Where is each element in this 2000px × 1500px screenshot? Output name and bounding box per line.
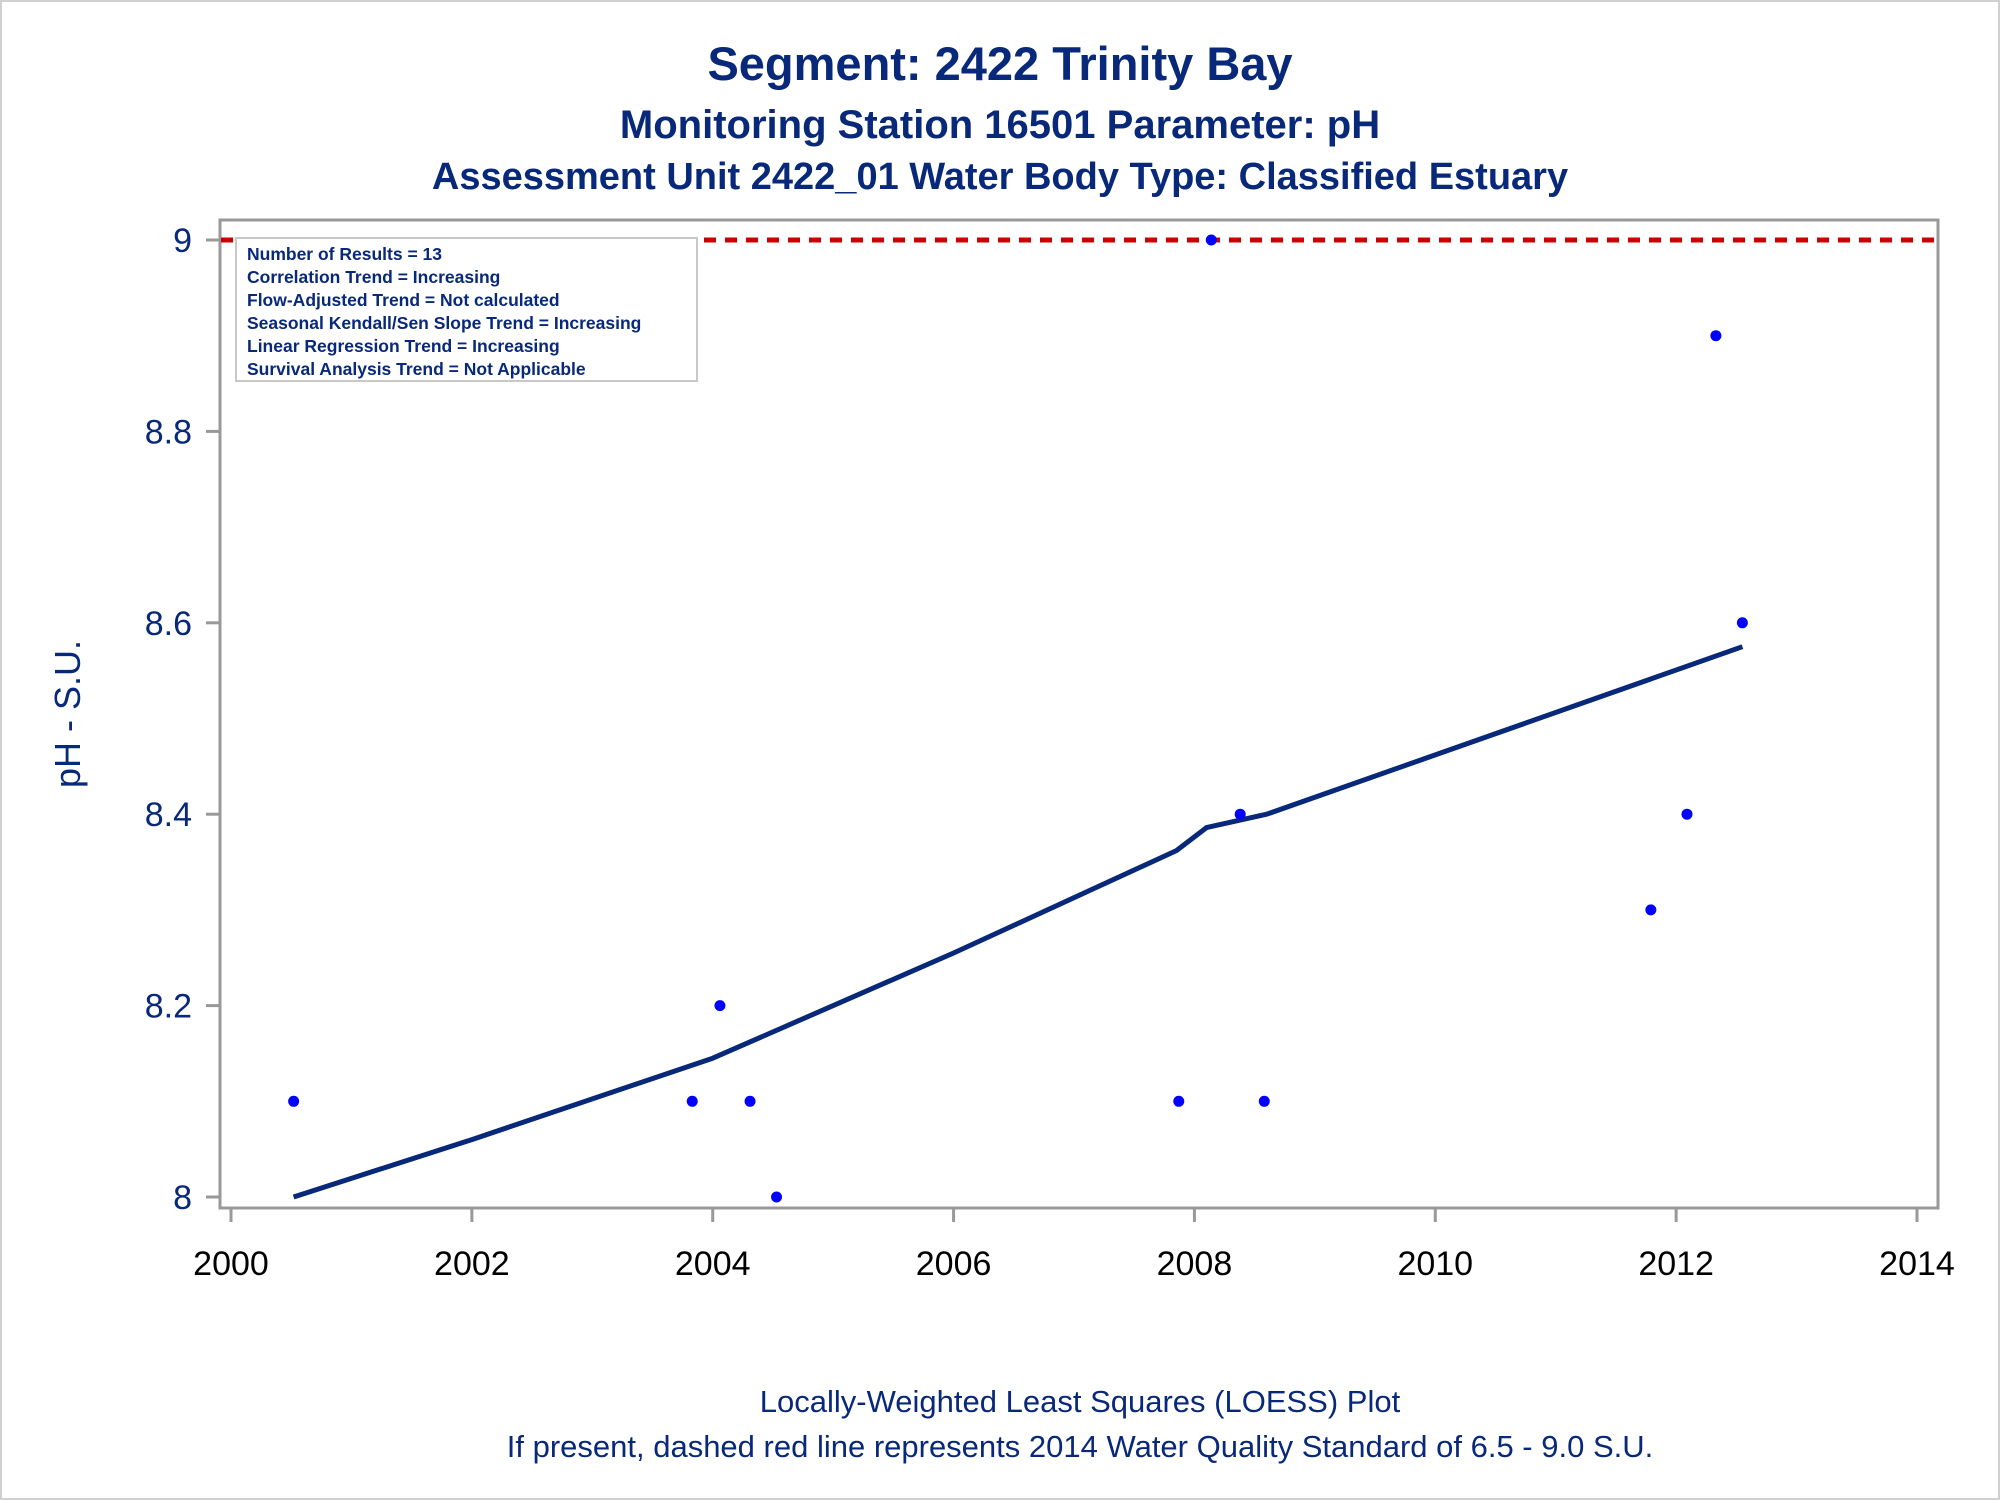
y-tick-label: 8.8 <box>145 413 192 451</box>
y-tick-label: 8.6 <box>145 605 192 643</box>
y-axis-label: pH - S.U. <box>47 640 88 788</box>
footnote-2: If present, dashed red line represents 2… <box>507 1429 1654 1464</box>
x-tick-label: 2006 <box>916 1245 992 1283</box>
y-tick-label: 8.2 <box>145 988 192 1026</box>
data-point <box>1736 617 1748 629</box>
data-point <box>1234 808 1246 820</box>
data-point <box>744 1095 756 1107</box>
stats-line: Seasonal Kendall/Sen Slope Trend = Incre… <box>247 313 641 333</box>
x-tick-label: 2010 <box>1397 1245 1473 1283</box>
x-tick-label: 2012 <box>1638 1245 1714 1283</box>
y-axis: 8 8.2 8.4 8.6 8.8 9 <box>145 222 220 1217</box>
data-point <box>686 1095 698 1107</box>
x-tick-label: 2000 <box>193 1245 269 1283</box>
chart-subtitle-2: Assessment Unit 2422_01 Water Body Type:… <box>432 156 1568 198</box>
stats-line: Number of Results = 13 <box>247 244 442 264</box>
stats-box <box>235 237 698 382</box>
data-point <box>714 1000 726 1012</box>
stats-line: Flow-Adjusted Trend = Not calculated <box>247 290 560 310</box>
data-point <box>1710 330 1722 342</box>
x-tick-label: 2002 <box>434 1245 510 1283</box>
data-points <box>288 234 1748 1203</box>
stats-line: Survival Analysis Trend = Not Applicable <box>247 359 586 379</box>
x-tick-label: 2008 <box>1157 1245 1233 1283</box>
x-tick-label: 2004 <box>675 1245 751 1283</box>
stats-line: Linear Regression Trend = Increasing <box>247 336 560 356</box>
data-point <box>288 1095 300 1107</box>
stats-lines: Number of Results = 13 Correlation Trend … <box>247 244 641 379</box>
data-point <box>1681 808 1693 820</box>
chart-subtitle: Monitoring Station 16501 Parameter: pH <box>620 103 1380 147</box>
loess-line <box>292 644 1744 1200</box>
y-tick-label: 8 <box>173 1179 192 1217</box>
x-tick-label: 2014 <box>1879 1245 1955 1283</box>
data-point <box>771 1191 783 1203</box>
footnote-1: Locally-Weighted Least Squares (LOESS) P… <box>760 1384 1401 1419</box>
data-point <box>1173 1095 1185 1107</box>
x-axis: 2000 2002 2004 2006 2008 2010 2012 2014 <box>193 1208 1955 1283</box>
data-point <box>1645 904 1657 916</box>
y-tick-label: 9 <box>173 222 192 260</box>
data-point <box>1205 234 1217 246</box>
y-tick-label: 8.4 <box>145 796 192 834</box>
plot-area <box>218 218 1940 1210</box>
stats-line: Correlation Trend = Increasing <box>247 267 500 287</box>
chart-title: Segment: 2422 Trinity Bay <box>707 37 1292 90</box>
data-point <box>1258 1095 1270 1107</box>
